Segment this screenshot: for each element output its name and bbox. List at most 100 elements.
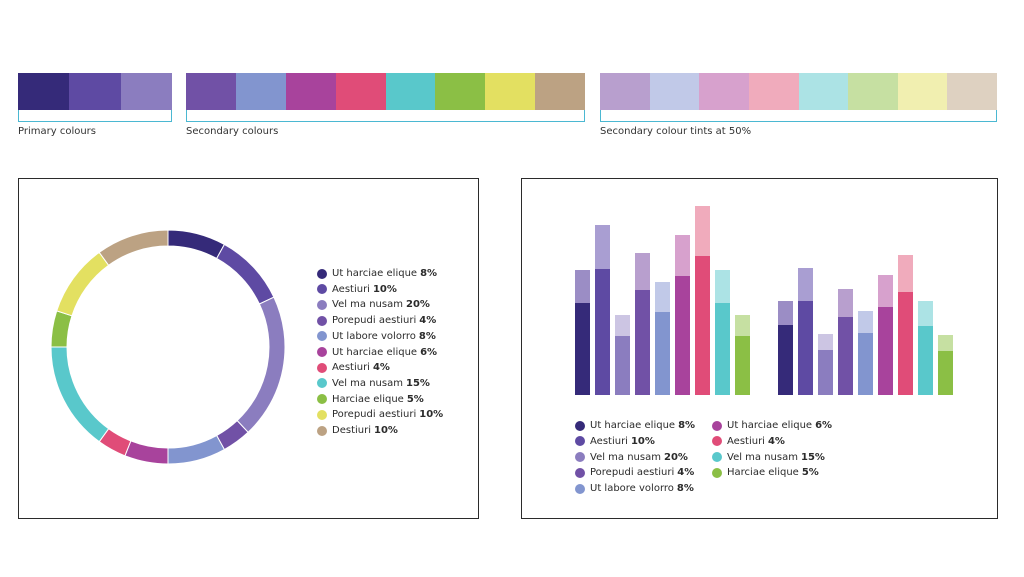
bar-tint-2-6 bbox=[878, 275, 893, 307]
bar-legend-item: Vel ma nusam 20% bbox=[575, 452, 688, 463]
bar-base-1-7 bbox=[695, 256, 710, 395]
legend-percent: 10% bbox=[374, 425, 398, 436]
secondary-swatch-7 bbox=[485, 73, 536, 110]
bar-base-1-1 bbox=[575, 303, 590, 395]
bar-base-2-5 bbox=[858, 333, 873, 395]
legend-label: Porepudi aestiuri bbox=[590, 467, 675, 479]
bar-tint-2-1 bbox=[778, 301, 793, 325]
bar-base-1-8 bbox=[715, 303, 730, 395]
donut-legend-item: Porepudi aestiuri 10% bbox=[317, 409, 443, 420]
bar-tint-1-6 bbox=[675, 235, 690, 276]
bar-base-2-7 bbox=[898, 292, 913, 395]
secondary-group-bracket bbox=[186, 110, 585, 122]
donut-chart-panel: Ut harciae elique 8% Aestiuri 10% Vel ma nus… bbox=[18, 178, 479, 519]
legend-percent: 4% bbox=[677, 467, 695, 479]
legend-percent: 4% bbox=[372, 362, 390, 374]
secondary-swatch-8 bbox=[535, 73, 585, 110]
bar-base-2-3 bbox=[818, 350, 833, 395]
legend-percent: 5% bbox=[406, 393, 424, 405]
secondary-swatch-4 bbox=[335, 73, 386, 110]
donut-legend-item: Vel ma nusam 20% bbox=[317, 299, 430, 310]
bar-tint-1-3 bbox=[615, 315, 630, 336]
bar-legend-item: Ut labore volorro 8% bbox=[575, 483, 694, 494]
bar-tint-2-5 bbox=[858, 311, 873, 333]
primary-group-bracket bbox=[18, 110, 172, 122]
donut-slice-1 bbox=[167, 229, 226, 260]
tints-group-bracket bbox=[600, 110, 997, 122]
donut-legend-item: Aestiuri 4% bbox=[317, 362, 390, 373]
legend-percent: 8% bbox=[676, 483, 694, 495]
legend-percent: 8% bbox=[420, 268, 438, 279]
legend-label: Harciae elique bbox=[332, 393, 404, 405]
bar-tint-1-7 bbox=[695, 206, 710, 256]
legend-label: Aestiuri bbox=[332, 362, 370, 374]
legend-percent: 20% bbox=[405, 299, 430, 311]
tints-swatch-1 bbox=[600, 73, 650, 110]
tints-swatch-group bbox=[600, 73, 997, 110]
bar-base-1-6 bbox=[675, 276, 690, 395]
bar-base-2-1 bbox=[778, 325, 793, 395]
legend-label: Vel ma nusam bbox=[332, 299, 403, 311]
bar-legend-item: Porepudi aestiuri 4% bbox=[575, 467, 694, 478]
legend-label: Porepudi aestiuri bbox=[332, 409, 417, 421]
legend-marker bbox=[317, 425, 327, 436]
legend-marker bbox=[575, 420, 585, 431]
primary-colours-label: Primary colours bbox=[18, 126, 96, 137]
bar-tint-2-2 bbox=[798, 268, 813, 301]
primary-swatch-group bbox=[18, 73, 172, 110]
tints-swatch-5 bbox=[798, 73, 849, 110]
bar-legend-item: Vel ma nusam 15% bbox=[712, 452, 825, 463]
bar-tint-1-1 bbox=[575, 270, 590, 303]
donut-legend-item: Vel ma nusam 15% bbox=[317, 378, 430, 389]
legend-percent: 4% bbox=[767, 435, 785, 447]
legend-percent: 10% bbox=[372, 283, 397, 295]
donut-legend-item: Porepudi aestiuri 4% bbox=[317, 315, 436, 326]
bar-tint-1-2 bbox=[595, 225, 610, 269]
bar-chart-panel: Ut harciae elique 8% Aestiuri 10% Vel ma nus… bbox=[521, 178, 998, 519]
bar-base-2-9 bbox=[938, 351, 953, 395]
legend-marker bbox=[575, 452, 585, 463]
secondary-colours-label: Secondary colours bbox=[186, 126, 279, 137]
donut-slice-10 bbox=[56, 251, 110, 317]
bar-base-1-2 bbox=[595, 269, 610, 395]
legend-label: Harciae elique bbox=[727, 467, 799, 479]
primary-swatch-1 bbox=[18, 73, 70, 110]
legend-marker bbox=[317, 299, 327, 310]
legend-label: Porepudi aestiuri bbox=[332, 315, 417, 327]
bar-tint-2-8 bbox=[918, 301, 933, 326]
secondary-swatch-group bbox=[186, 73, 585, 110]
legend-percent: 15% bbox=[800, 451, 825, 463]
bar-legend-item: Harciae elique 5% bbox=[712, 467, 819, 478]
primary-swatch-row bbox=[18, 73, 172, 110]
legend-label: Ut harciae elique bbox=[332, 268, 418, 279]
legend-marker bbox=[317, 394, 327, 405]
legend-label: Aestiuri bbox=[332, 283, 370, 295]
legend-percent: 8% bbox=[418, 330, 436, 342]
donut-legend-item: Ut labore volorro 8% bbox=[317, 331, 436, 342]
secondary-swatch-5 bbox=[385, 73, 436, 110]
tints-label: Secondary colour tints at 50% bbox=[600, 126, 752, 137]
legend-percent: 4% bbox=[419, 315, 437, 327]
bar-tint-2-9 bbox=[938, 335, 953, 351]
legend-marker bbox=[575, 467, 585, 478]
bar-tint-1-5 bbox=[655, 282, 670, 312]
tints-swatch-row bbox=[600, 73, 997, 110]
primary-swatch-3 bbox=[120, 73, 172, 110]
legend-label: Ut harciae elique bbox=[332, 346, 418, 358]
bar-legend-item: Ut harciae elique 6% bbox=[712, 420, 832, 431]
bar-legend-item: Aestiuri 10% bbox=[575, 436, 655, 447]
legend-marker bbox=[317, 378, 327, 389]
legend-marker bbox=[712, 467, 722, 478]
legend-marker bbox=[575, 436, 585, 447]
legend-marker bbox=[712, 452, 722, 463]
secondary-swatch-6 bbox=[435, 73, 486, 110]
legend-marker bbox=[317, 362, 327, 373]
bar-chart bbox=[575, 206, 953, 395]
bar-tint-2-4 bbox=[838, 289, 853, 317]
bar-legend-item: Aestiuri 4% bbox=[712, 436, 785, 447]
tints-swatch-7 bbox=[897, 73, 948, 110]
legend-marker bbox=[317, 409, 327, 420]
tints-swatch-3 bbox=[699, 73, 749, 110]
legend-marker bbox=[575, 483, 585, 494]
donut-slice-3 bbox=[236, 296, 286, 433]
